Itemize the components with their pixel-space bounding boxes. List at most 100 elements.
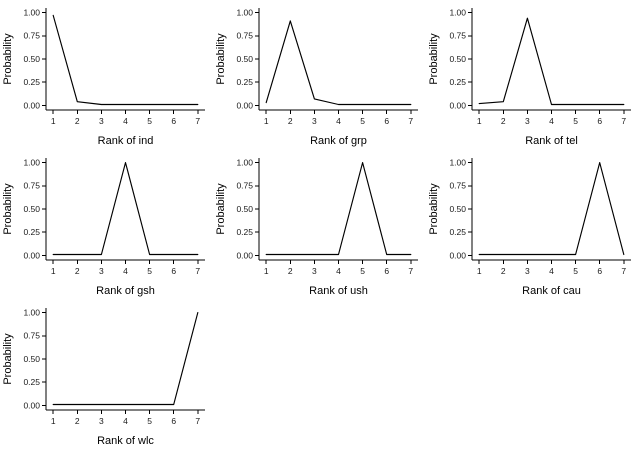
probability-line [265, 162, 412, 256]
x-tick-label: 4 [549, 116, 554, 126]
x-tick-label: 7 [621, 266, 626, 276]
y-axis-title: Probability [2, 33, 14, 85]
y-axis-title: Probability [2, 333, 14, 385]
y-tick-label: 0.75 [23, 31, 40, 41]
y-tick-label: 0.50 [449, 204, 466, 214]
y-tick-label: 0.75 [236, 181, 253, 191]
x-tick-label: 2 [288, 116, 293, 126]
y-tick-label: 1.00 [23, 158, 40, 168]
x-tick-label: 6 [384, 116, 389, 126]
chart-rank-of-tel: 0.00 0.25 0.50 0.75 1.00 1 2 3 4 5 6 7 Rank of tel Pr… [426, 0, 639, 150]
x-tick-label: 3 [312, 116, 317, 126]
x-tick-label: 1 [477, 266, 482, 276]
chart-rank-of-gsh: 0.00 0.25 0.50 0.75 1.00 1 2 3 4 5 6 7 Rank of gsh Pr… [0, 150, 213, 300]
x-tick-label: 4 [123, 266, 128, 276]
x-tick-label: 6 [597, 266, 602, 276]
x-tick-label: 2 [75, 266, 80, 276]
chart-svg: 0.00 0.25 0.50 0.75 1.00 1 2 3 4 5 6 7 Rank of ind Pr… [2, 8, 205, 147]
x-tick-label: 6 [171, 416, 176, 426]
x-tick-label: 6 [171, 116, 176, 126]
x-tick-label: 7 [621, 116, 626, 126]
y-tick-label: 0.75 [23, 181, 40, 191]
y-tick-label: 0.00 [23, 400, 40, 410]
y-tick-label: 0.25 [23, 227, 40, 237]
x-tick-label: 6 [171, 266, 176, 276]
y-tick-label: 1.00 [236, 8, 253, 18]
x-axis-title: Rank of ind [98, 135, 154, 147]
x-tick-label: 3 [99, 266, 104, 276]
x-tick-label: 5 [147, 416, 152, 426]
probability-line [478, 17, 625, 106]
x-tick-label: 1 [51, 416, 56, 426]
chart-svg: 0.00 0.25 0.50 0.75 1.00 1 2 3 4 5 6 7 Rank of wlc Pr… [2, 308, 205, 447]
chart-rank-of-grp: 0.00 0.25 0.50 0.75 1.00 1 2 3 4 5 6 7 Rank of grp Pr… [213, 0, 426, 150]
y-tick-label: 0.25 [236, 227, 253, 237]
x-tick-label: 5 [147, 266, 152, 276]
y-tick-label: 1.00 [23, 308, 40, 318]
x-tick-label: 4 [549, 266, 554, 276]
y-tick-label: 1.00 [449, 158, 466, 168]
x-tick-label: 5 [360, 266, 365, 276]
x-tick-label: 1 [477, 116, 482, 126]
y-tick-label: 0.50 [23, 54, 40, 64]
y-axis-title: Probability [2, 183, 14, 235]
y-axis-title: Probability [215, 183, 227, 235]
y-tick-label: 0.25 [23, 377, 40, 387]
y-tick-label: 0.75 [449, 31, 466, 41]
x-tick-label: 4 [336, 116, 341, 126]
x-tick-label: 1 [264, 266, 269, 276]
y-tick-label: 0.25 [236, 77, 253, 87]
chart-svg: 0.00 0.25 0.50 0.75 1.00 1 2 3 4 5 6 7 Rank of grp Pr… [215, 8, 418, 147]
probability-line [52, 162, 199, 256]
y-tick-label: 0.50 [236, 54, 253, 64]
y-tick-label: 0.00 [236, 250, 253, 260]
x-axis-title: Rank of wlc [97, 435, 154, 447]
y-tick-label: 0.25 [449, 227, 466, 237]
probability-line [265, 20, 412, 106]
y-axis-title: Probability [215, 33, 227, 85]
x-tick-label: 6 [597, 116, 602, 126]
y-tick-label: 0.50 [449, 54, 466, 64]
x-axis-title: Rank of ush [309, 285, 368, 297]
probability-line [52, 14, 199, 106]
probability-line [478, 162, 625, 256]
x-tick-label: 5 [147, 116, 152, 126]
chart-svg: 0.00 0.25 0.50 0.75 1.00 1 2 3 4 5 6 7 Rank of ush Pr… [215, 158, 418, 297]
y-tick-label: 0.25 [449, 77, 466, 87]
y-tick-label: 0.25 [23, 77, 40, 87]
x-axis-title: Rank of grp [310, 135, 367, 147]
x-tick-label: 2 [75, 416, 80, 426]
x-axis-title: Rank of gsh [96, 285, 155, 297]
chart-svg: 0.00 0.25 0.50 0.75 1.00 1 2 3 4 5 6 7 Rank of cau Pr… [428, 158, 631, 297]
y-tick-label: 0.00 [449, 250, 466, 260]
y-tick-label: 1.00 [236, 158, 253, 168]
x-tick-label: 7 [195, 266, 200, 276]
y-tick-label: 0.75 [449, 181, 466, 191]
x-axis-title: Rank of cau [522, 285, 581, 297]
x-tick-label: 4 [336, 266, 341, 276]
x-tick-label: 5 [573, 266, 578, 276]
x-tick-label: 3 [525, 116, 530, 126]
y-tick-label: 0.50 [236, 204, 253, 214]
probability-line [52, 312, 199, 406]
y-tick-label: 0.00 [23, 250, 40, 260]
x-tick-label: 7 [195, 116, 200, 126]
y-tick-label: 0.75 [236, 31, 253, 41]
chart-rank-of-cau: 0.00 0.25 0.50 0.75 1.00 1 2 3 4 5 6 7 Rank of cau Pr… [426, 150, 639, 300]
x-tick-label: 6 [384, 266, 389, 276]
y-tick-label: 1.00 [449, 8, 466, 18]
y-tick-label: 1.00 [23, 8, 40, 18]
chart-svg: 0.00 0.25 0.50 0.75 1.00 1 2 3 4 5 6 7 Rank of gsh Pr… [2, 158, 205, 297]
x-axis-title: Rank of tel [525, 135, 578, 147]
x-tick-label: 3 [312, 266, 317, 276]
y-tick-label: 0.50 [23, 204, 40, 214]
x-tick-label: 4 [123, 116, 128, 126]
chart-rank-of-wlc: 0.00 0.25 0.50 0.75 1.00 1 2 3 4 5 6 7 Rank of wlc Pr… [0, 300, 213, 450]
y-tick-label: 0.00 [236, 100, 253, 110]
x-tick-label: 3 [99, 116, 104, 126]
x-tick-label: 3 [525, 266, 530, 276]
y-tick-label: 0.00 [449, 100, 466, 110]
x-tick-label: 2 [501, 266, 506, 276]
x-tick-label: 1 [264, 116, 269, 126]
chart-rank-of-ind: 0.00 0.25 0.50 0.75 1.00 1 2 3 4 5 6 7 Rank of ind Pr… [0, 0, 213, 150]
